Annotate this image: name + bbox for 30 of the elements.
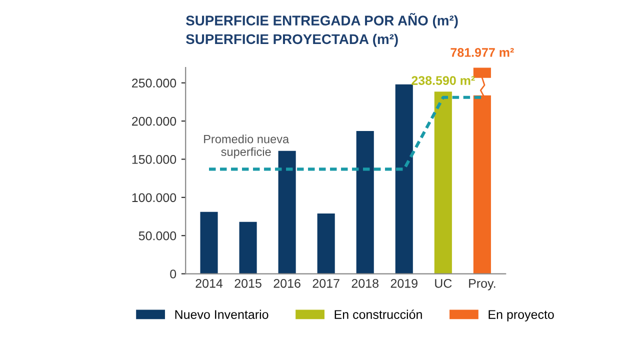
bar [278, 150, 296, 274]
y-tick-label: 50.000 [138, 231, 176, 240]
y-tick-label: 0 [170, 270, 176, 278]
y-tick-label: 200.000 [132, 116, 176, 126]
data-label: 238.590 m² [412, 76, 475, 85]
x-tick-label: 2015 [234, 278, 262, 288]
x-tick-label: Proy. [469, 279, 496, 290]
text: 781.977 m² [450, 48, 514, 57]
x-tick-label: 2018 [352, 278, 378, 288]
y-tick-label: 250.000 [132, 78, 176, 88]
bar [473, 68, 491, 274]
bar [317, 213, 335, 274]
y-tick-label: 150.000 [132, 155, 176, 164]
y-tick-label: 100.000 [132, 193, 176, 202]
chart-subtitle: SUPERFICIE PROYECTADA (m²) [186, 34, 398, 47]
legend-label: En construcción [334, 310, 422, 319]
x-tick-label: 2016 [274, 278, 300, 288]
bar [200, 212, 218, 274]
x-tick-label: 2019 [390, 278, 418, 288]
legend-label: Nuevo Inventario [175, 310, 268, 319]
chart-title: SUPERFICIE ENTREGADA POR AÑO (m²) [186, 12, 458, 28]
legend-label: En proyecto [488, 310, 554, 322]
x-tick-label: 2014 [196, 278, 223, 288]
bar [239, 222, 257, 274]
annotation: Promedio nueva superficie [204, 134, 290, 158]
x-tick-label: UC [435, 278, 452, 288]
bar [356, 130, 374, 274]
x-tick-label: 2017 [312, 278, 340, 288]
bar [434, 92, 452, 274]
bar [395, 84, 413, 274]
